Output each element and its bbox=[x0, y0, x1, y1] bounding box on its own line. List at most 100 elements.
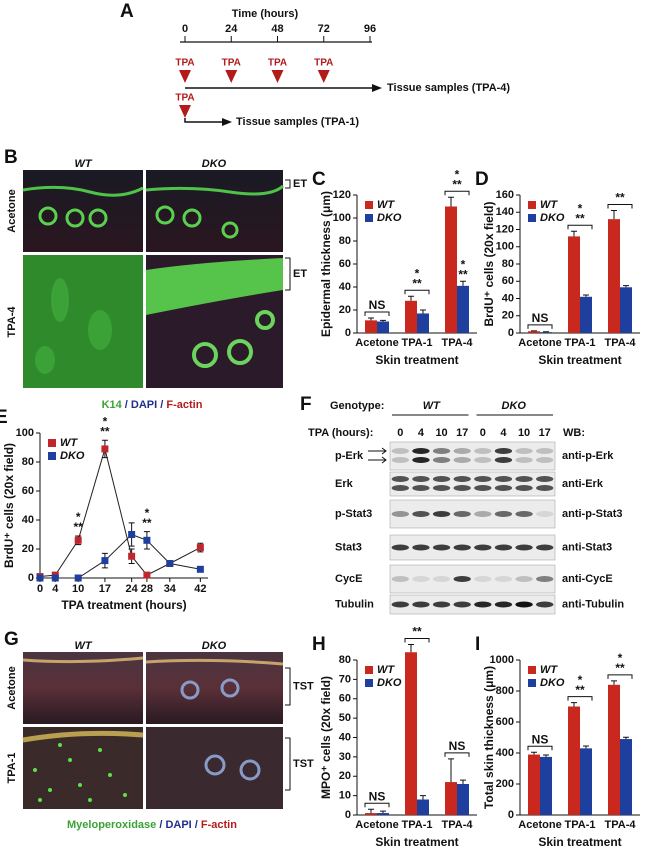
blot-band bbox=[433, 448, 450, 454]
marker-label: ET bbox=[293, 268, 307, 280]
treatment-label: TPA bbox=[222, 58, 241, 69]
bar bbox=[365, 813, 377, 815]
bar bbox=[528, 755, 540, 815]
significance-bracket bbox=[445, 191, 469, 195]
error-bar bbox=[380, 811, 386, 813]
lane-label: 4 bbox=[500, 427, 507, 439]
bracket bbox=[285, 258, 290, 290]
bar bbox=[528, 331, 540, 333]
error-bar bbox=[460, 780, 466, 784]
blot-band bbox=[536, 457, 553, 463]
error-bar bbox=[623, 737, 629, 739]
protein-label: p-Erk bbox=[335, 450, 364, 462]
column-label: DKO bbox=[202, 640, 227, 652]
antibody-label: anti-p-Erk bbox=[562, 450, 614, 462]
error-bar bbox=[623, 286, 629, 288]
bracket bbox=[285, 180, 290, 188]
y-axis-label: BrdU⁺ cells (20x field) bbox=[482, 201, 496, 326]
x-tick-label: 42 bbox=[194, 583, 206, 595]
column-label: WT bbox=[74, 158, 92, 170]
legend-label: WT bbox=[540, 664, 558, 676]
x-tick-label: 10 bbox=[72, 583, 84, 595]
lane-label: 10 bbox=[435, 427, 447, 439]
blot-band bbox=[515, 602, 532, 608]
y-axis-label: Total skin thickness (μm) bbox=[482, 666, 496, 809]
arrow bbox=[185, 118, 222, 122]
y-tick-label: 50 bbox=[339, 712, 351, 724]
treatment-label: TPA bbox=[175, 93, 194, 104]
arrowhead bbox=[222, 118, 232, 126]
significance-bracket bbox=[405, 639, 429, 643]
legend-label: DKO bbox=[540, 677, 565, 689]
treatment-label: TPA bbox=[314, 58, 333, 69]
y-tick-label: 200 bbox=[496, 778, 514, 790]
y-axis-label: BrdU⁺ cells (20x field) bbox=[2, 443, 16, 568]
error-bar bbox=[420, 310, 426, 313]
significance-label: NS bbox=[532, 732, 549, 746]
legend-swatch bbox=[528, 214, 536, 222]
legend-swatch bbox=[365, 679, 373, 687]
blot-band bbox=[515, 457, 532, 463]
timeline-title: Time (hours) bbox=[232, 8, 299, 20]
bar bbox=[457, 286, 469, 333]
error-bar bbox=[583, 295, 589, 297]
error-bar bbox=[571, 231, 577, 236]
error-bar bbox=[368, 809, 374, 813]
x-axis-label: Skin treatment bbox=[538, 353, 621, 367]
legend-label: DKO bbox=[540, 212, 565, 224]
blot-band bbox=[474, 448, 491, 454]
antibody-label: anti-Stat3 bbox=[562, 541, 612, 553]
treatment-marker bbox=[318, 70, 330, 83]
blot-band bbox=[433, 602, 450, 608]
lane-label: 0 bbox=[397, 427, 403, 439]
y-axis-label: Epidermal thickness (μm) bbox=[319, 191, 333, 337]
x-tick-label: 28 bbox=[141, 583, 153, 595]
significance-label: * bbox=[76, 510, 81, 524]
panel-letter: H bbox=[312, 634, 326, 655]
antibody-label: anti-CycE bbox=[562, 573, 613, 585]
panel-letter: A bbox=[120, 1, 134, 22]
timeline-tick-label: 24 bbox=[225, 23, 238, 35]
x-tick-label: 17 bbox=[99, 583, 111, 595]
treatment-label: TPA bbox=[175, 58, 194, 69]
bar bbox=[417, 313, 429, 333]
x-tick-label: Acetone bbox=[355, 337, 398, 349]
blot-band bbox=[412, 576, 429, 582]
bar bbox=[417, 800, 429, 816]
y-tick-label: 20 bbox=[339, 304, 351, 316]
row-label: Acetone bbox=[6, 666, 18, 709]
arrowhead bbox=[372, 84, 382, 92]
blot-strip bbox=[390, 472, 555, 496]
blot-band bbox=[412, 476, 429, 482]
blot-band bbox=[412, 457, 429, 463]
bar bbox=[620, 739, 632, 815]
point bbox=[101, 445, 108, 452]
significance-bracket bbox=[445, 753, 469, 757]
y-tick-label: 60 bbox=[22, 485, 34, 497]
y-tick-label: 80 bbox=[339, 235, 351, 247]
significance-label: NS bbox=[369, 298, 386, 312]
x-tick-label: 0 bbox=[37, 583, 43, 595]
x-tick-label: TPA-1 bbox=[565, 337, 596, 349]
lane-label: 17 bbox=[539, 427, 551, 439]
point bbox=[197, 566, 204, 573]
bar bbox=[540, 757, 552, 815]
band-arrow bbox=[368, 457, 386, 463]
panel-letter: F bbox=[300, 394, 312, 415]
bar bbox=[405, 652, 417, 815]
x-axis-label: Skin treatment bbox=[538, 835, 621, 849]
treatment-marker bbox=[179, 105, 191, 118]
bar bbox=[580, 297, 592, 333]
error-bar bbox=[611, 681, 617, 685]
row-label: TPA-4 bbox=[6, 306, 18, 338]
blot-band bbox=[392, 602, 409, 608]
blot-band bbox=[474, 485, 491, 491]
bar bbox=[445, 207, 457, 334]
y-tick-label: 60 bbox=[339, 258, 351, 270]
significance-label: * bbox=[461, 257, 466, 271]
significance-label: ** bbox=[412, 625, 422, 639]
panel-letter: D bbox=[475, 169, 489, 190]
stain-name: Myeloperoxidase bbox=[67, 819, 156, 831]
blot-band bbox=[454, 457, 471, 463]
treatment-label: TPA bbox=[268, 58, 287, 69]
